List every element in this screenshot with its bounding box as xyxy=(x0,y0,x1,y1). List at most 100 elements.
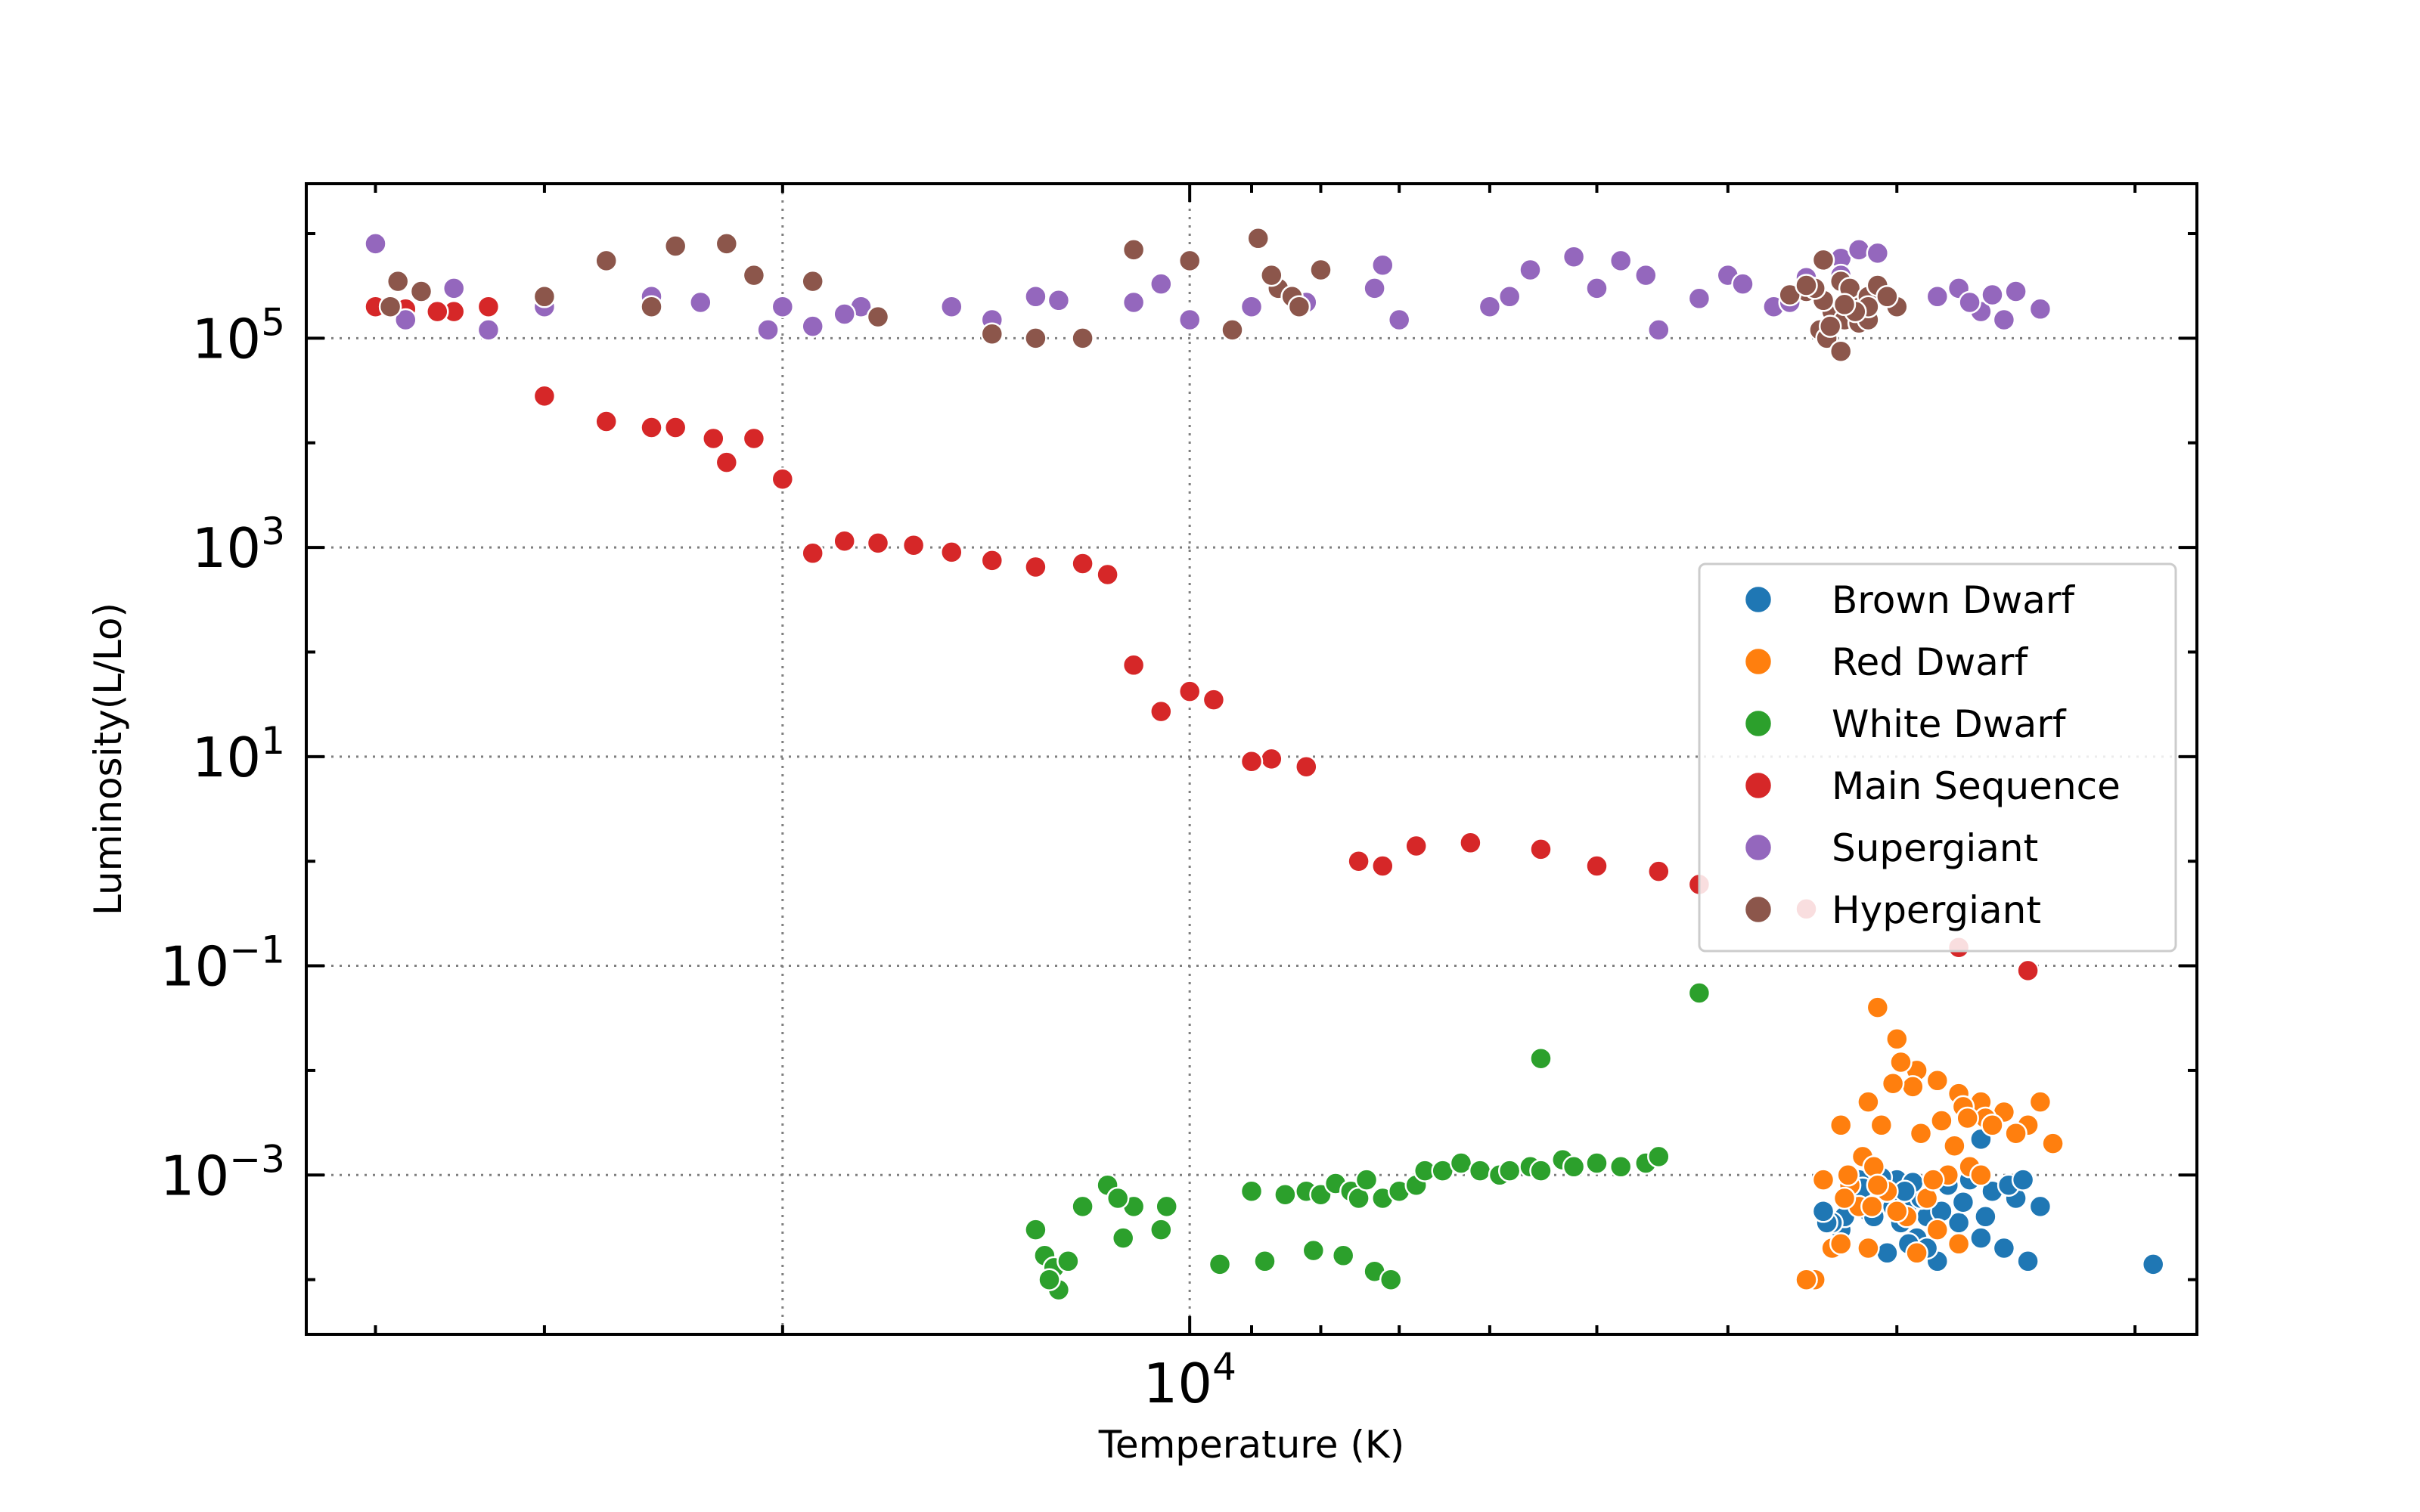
legend-label-brown-dwarf: Brown Dwarf xyxy=(1832,578,2075,622)
point-brown-dwarf xyxy=(1969,1226,1993,1250)
point-white-dwarf xyxy=(1354,1168,1379,1191)
point-red-dwarf xyxy=(1901,1075,1925,1098)
point-white-dwarf xyxy=(1111,1226,1135,1250)
point-supergiant xyxy=(833,302,856,326)
point-red-dwarf xyxy=(1925,1218,1950,1241)
point-main-sequence xyxy=(1295,754,1318,779)
point-main-sequence xyxy=(801,541,824,565)
point-red-dwarf xyxy=(2041,1132,2065,1155)
legend-label-hypergiant: Hypergiant xyxy=(1832,888,2041,932)
point-hypergiant xyxy=(594,249,618,273)
point-hypergiant xyxy=(1309,258,1333,282)
point-supergiant xyxy=(689,290,712,314)
point-supergiant xyxy=(2028,297,2052,321)
point-supergiant xyxy=(2004,280,2028,303)
point-red-dwarf xyxy=(1860,1194,1884,1219)
point-red-dwarf xyxy=(2028,1090,2052,1114)
point-main-sequence xyxy=(2016,959,2040,983)
point-main-sequence xyxy=(866,531,890,555)
point-main-sequence xyxy=(1371,854,1395,878)
point-supergiant xyxy=(1585,277,1609,300)
point-hypergiant xyxy=(1829,339,1853,363)
point-supergiant xyxy=(1047,289,1071,312)
point-supergiant xyxy=(1687,287,1711,311)
point-white-dwarf xyxy=(1274,1182,1297,1207)
point-supergiant xyxy=(1497,285,1522,308)
point-main-sequence xyxy=(702,426,725,451)
point-red-dwarf xyxy=(1925,1069,1950,1092)
point-white-dwarf xyxy=(1585,1151,1609,1175)
point-main-sequence xyxy=(1096,562,1119,587)
point-white-dwarf xyxy=(1239,1179,1264,1203)
point-hypergiant xyxy=(1071,327,1094,350)
point-hypergiant xyxy=(663,234,687,258)
point-hypergiant xyxy=(1832,293,1857,317)
point-hypergiant xyxy=(1260,263,1283,287)
point-supergiant xyxy=(442,277,466,300)
point-hypergiant xyxy=(1811,248,1835,272)
point-red-dwarf xyxy=(1885,1200,1909,1223)
point-hypergiant xyxy=(1795,274,1818,297)
point-main-sequence xyxy=(1202,688,1226,711)
point-red-dwarf xyxy=(1869,1114,1894,1137)
point-hypergiant xyxy=(1818,314,1842,338)
point-red-dwarf xyxy=(1943,1134,1966,1157)
point-main-sequence xyxy=(1177,680,1202,703)
point-main-sequence xyxy=(640,416,663,439)
legend-marker-red-dwarf xyxy=(1743,646,1773,677)
point-brown-dwarf xyxy=(2028,1194,2052,1219)
point-red-dwarf xyxy=(1866,996,1890,1019)
point-supergiant xyxy=(1478,295,1502,318)
point-supergiant xyxy=(1981,283,2004,307)
y-tick-label: 105 xyxy=(192,300,285,370)
point-main-sequence xyxy=(1459,831,1482,855)
point-white-dwarf xyxy=(1609,1155,1633,1179)
y-tick-label: 101 xyxy=(192,719,285,789)
point-supergiant xyxy=(940,295,963,318)
point-main-sequence xyxy=(1347,849,1370,873)
point-supergiant xyxy=(1239,295,1264,318)
legend-box xyxy=(1698,562,2177,953)
point-supergiant xyxy=(801,314,824,338)
point-hypergiant xyxy=(1876,285,1899,308)
point-supergiant xyxy=(1519,258,1542,282)
point-main-sequence xyxy=(1404,834,1428,858)
point-white-dwarf xyxy=(1379,1268,1403,1291)
y-tick-label: 10−1 xyxy=(160,928,285,999)
point-white-dwarf xyxy=(1302,1238,1326,1263)
point-brown-dwarf xyxy=(2141,1253,2165,1276)
legend-label-supergiant: Supergiant xyxy=(1832,826,2038,870)
point-red-dwarf xyxy=(2004,1121,2028,1145)
point-main-sequence xyxy=(833,529,856,553)
point-supergiant xyxy=(1731,272,1754,296)
point-white-dwarf xyxy=(1024,1218,1047,1241)
point-main-sequence xyxy=(1647,860,1671,883)
point-hypergiant xyxy=(1221,318,1244,342)
point-supergiant xyxy=(1177,308,1202,332)
point-white-dwarf xyxy=(1253,1250,1277,1273)
legend-marker-brown-dwarf xyxy=(1743,584,1773,615)
point-supergiant xyxy=(1866,241,1890,265)
legend-label-red-dwarf: Red Dwarf xyxy=(1832,640,2028,684)
point-hypergiant xyxy=(378,295,402,318)
point-red-dwarf xyxy=(1947,1232,1971,1256)
point-supergiant xyxy=(1122,290,1146,314)
point-brown-dwarf xyxy=(2016,1250,2040,1273)
point-red-dwarf xyxy=(1811,1168,1835,1191)
point-hypergiant xyxy=(742,263,766,287)
point-white-dwarf xyxy=(1562,1155,1586,1179)
point-white-dwarf xyxy=(1056,1250,1080,1273)
point-red-dwarf xyxy=(1909,1121,1933,1145)
point-hypergiant xyxy=(409,280,433,303)
point-white-dwarf xyxy=(1687,981,1711,1005)
point-main-sequence xyxy=(1122,653,1146,677)
point-red-dwarf xyxy=(1836,1163,1860,1187)
y-axis-label: Luminosity(L/Lo) xyxy=(86,603,130,916)
point-brown-dwarf xyxy=(1974,1205,1997,1228)
legend-marker-supergiant xyxy=(1743,832,1773,863)
point-red-dwarf xyxy=(1862,1155,1886,1179)
legend-label-white-dwarf: White Dwarf xyxy=(1832,702,2067,746)
point-white-dwarf xyxy=(1331,1244,1355,1268)
point-supergiant xyxy=(1925,285,1950,308)
